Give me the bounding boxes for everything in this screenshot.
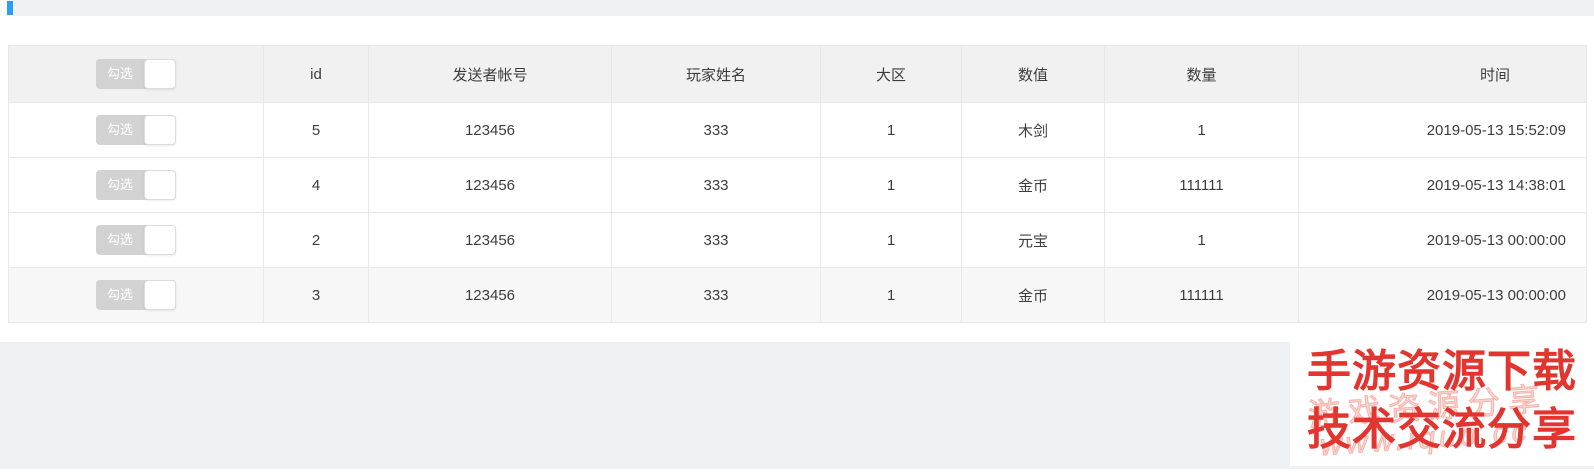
table-row: 勾选 2 123456 333 1 元宝 1 2019-05-13 00:00:…: [8, 212, 1587, 268]
toggle-label: 勾选: [106, 287, 133, 302]
header-cell-region: 大区: [820, 45, 962, 103]
cell-qty: 111111: [1104, 267, 1299, 323]
cell-qty: 111111: [1104, 157, 1299, 213]
table-header-row: 勾选 id 发送者帐号 玩家姓名 大区 数值 数量 时间: [8, 45, 1587, 103]
cell-item: 金币: [961, 267, 1105, 323]
cell-time: 2019-05-13 00:00:00: [1298, 267, 1587, 323]
cell-player: 333: [611, 102, 821, 158]
cell-id: 3: [263, 267, 369, 323]
toggle-knob: [144, 115, 176, 145]
cell-id: 4: [263, 157, 369, 213]
cell-region: 1: [820, 157, 962, 213]
cell-select: 勾选: [8, 212, 264, 268]
header-cell-id: id: [263, 45, 369, 103]
cell-sender: 123456: [368, 267, 612, 323]
watermark-line2: 技术交流分享: [1307, 405, 1577, 454]
cell-region: 1: [820, 102, 962, 158]
cell-sender: 123456: [368, 212, 612, 268]
cell-sender: 123456: [368, 102, 612, 158]
cell-player: 333: [611, 267, 821, 323]
cell-qty: 1: [1104, 102, 1299, 158]
toggle-label: 勾选: [106, 66, 133, 81]
watermark-image: 游戏资源分享 www.iquo.cc 手游资源下载 技术交流分享: [1290, 342, 1594, 466]
row-toggle[interactable]: 勾选: [96, 170, 176, 200]
cell-time: 2019-05-13 14:38:01: [1298, 157, 1587, 213]
cell-time: 2019-05-13 00:00:00: [1298, 212, 1587, 268]
cell-id: 2: [263, 212, 369, 268]
header-cell-sender: 发送者帐号: [368, 45, 612, 103]
cell-region: 1: [820, 212, 962, 268]
row-toggle[interactable]: 勾选: [96, 225, 176, 255]
header-cell-select: 勾选: [8, 45, 264, 103]
row-toggle[interactable]: 勾选: [96, 115, 176, 145]
cell-item: 元宝: [961, 212, 1105, 268]
cell-time: 2019-05-13 15:52:09: [1298, 102, 1587, 158]
row-toggle[interactable]: 勾选: [96, 280, 176, 310]
cell-select: 勾选: [8, 267, 264, 323]
cell-select: 勾选: [8, 102, 264, 158]
top-bar: [0, 0, 1594, 16]
cell-player: 333: [611, 157, 821, 213]
cell-player: 333: [611, 212, 821, 268]
toggle-label: 勾选: [106, 232, 133, 247]
cell-item: 木剑: [961, 102, 1105, 158]
watermark-line1: 手游资源下载: [1307, 347, 1577, 396]
toggle-knob: [144, 225, 176, 255]
section-accent-bar: [7, 1, 13, 15]
toggle-knob: [144, 170, 176, 200]
header-cell-qty: 数量: [1104, 45, 1299, 103]
cell-item: 金币: [961, 157, 1105, 213]
cell-qty: 1: [1104, 212, 1299, 268]
cell-sender: 123456: [368, 157, 612, 213]
cell-select: 勾选: [8, 157, 264, 213]
cell-id: 5: [263, 102, 369, 158]
toggle-knob: [144, 280, 176, 310]
header-cell-player: 玩家姓名: [611, 45, 821, 103]
header-cell-time: 时间: [1298, 45, 1587, 103]
table-row: 勾选 5 123456 333 1 木剑 1 2019-05-13 15:52:…: [8, 102, 1587, 158]
cell-region: 1: [820, 267, 962, 323]
table-row: 勾选 4 123456 333 1 金币 111111 2019-05-13 1…: [8, 157, 1587, 213]
table-row: 勾选 3 123456 333 1 金币 111111 2019-05-13 0…: [8, 267, 1587, 323]
toggle-knob: [144, 59, 176, 89]
toggle-label: 勾选: [106, 122, 133, 137]
mail-log-table: 勾选 id 发送者帐号 玩家姓名 大区 数值 数量 时间: [8, 45, 1587, 323]
select-all-toggle[interactable]: 勾选: [96, 59, 176, 89]
header-cell-item: 数值: [961, 45, 1105, 103]
top-bar-left-gap: [0, 0, 7, 16]
toggle-label: 勾选: [106, 177, 133, 192]
